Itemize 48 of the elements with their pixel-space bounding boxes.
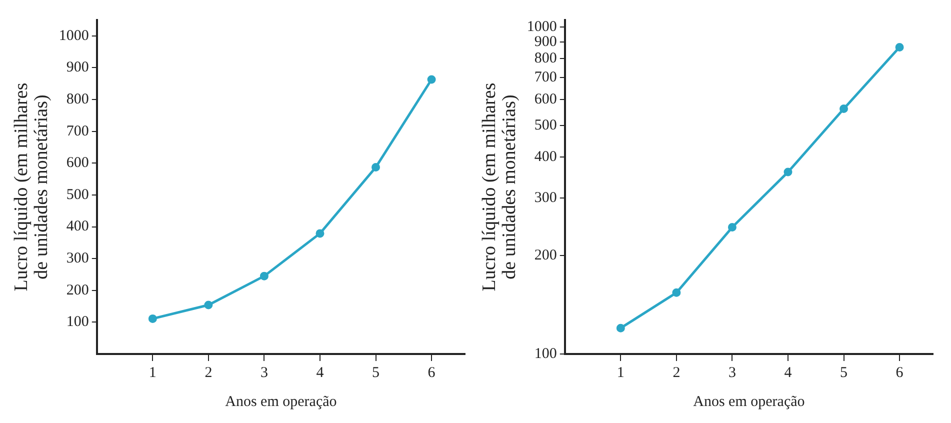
- point: [204, 300, 213, 310]
- x-axis-title: Anos em operação: [693, 394, 805, 410]
- point: [372, 163, 380, 172]
- x-axis-title: Anos em operação: [225, 394, 337, 410]
- point: [895, 42, 904, 52]
- y-tick-label: 700: [534, 70, 557, 86]
- y-tick-label: 800: [66, 91, 89, 108]
- x-tick-label: 5: [372, 364, 380, 381]
- x-tick-label: 1: [616, 364, 624, 381]
- y-tick-label: 1000: [526, 18, 557, 35]
- point: [616, 324, 625, 332]
- y-tick-label: 600: [66, 155, 89, 172]
- x-tick-label: 2: [204, 364, 212, 381]
- y-tick-label: 900: [66, 60, 89, 76]
- y-tick-label: 900: [534, 34, 557, 50]
- point: [316, 229, 324, 238]
- x-tick-label: 5: [840, 364, 848, 381]
- point: [840, 104, 848, 114]
- y-tick-label: 300: [66, 250, 89, 267]
- y-axis-title: Lucro líquido (em milhares de unidades monetárias): [10, 82, 52, 292]
- y-tick-label: 700: [66, 123, 89, 140]
- y-tick-label: 500: [534, 117, 557, 134]
- x-tick-label: 6: [896, 364, 904, 381]
- x-tick-label: 4: [316, 364, 324, 381]
- y-tick-label: 400: [534, 149, 557, 166]
- x-tick-label: 1: [148, 364, 156, 381]
- x-tick-label: 3: [728, 364, 736, 381]
- point: [427, 75, 436, 84]
- y-tick-label: 1000: [58, 28, 89, 44]
- y-tick-label: 100: [66, 314, 89, 330]
- point: [260, 272, 268, 280]
- y-tick-label: 100: [534, 346, 557, 362]
- y-tick-label: 400: [66, 218, 89, 235]
- y-tick-label: 200: [66, 282, 89, 298]
- point: [784, 168, 792, 176]
- x-tick-label: 6: [428, 364, 436, 381]
- point: [148, 314, 157, 323]
- point: [728, 223, 736, 232]
- x-tick-label: 4: [784, 364, 792, 381]
- y-tick-label: 800: [534, 50, 557, 67]
- y-tick-label: 500: [66, 186, 89, 203]
- point: [672, 288, 681, 297]
- y-tick-label: 300: [534, 190, 557, 206]
- y-tick-label: 200: [534, 247, 557, 264]
- x-tick-label: 3: [260, 364, 268, 381]
- y-tick-label: 600: [534, 91, 557, 108]
- y-axis-title: Lucro líquido (em milhares de unidades monetárias): [478, 82, 520, 292]
- x-tick-label: 2: [672, 364, 680, 381]
